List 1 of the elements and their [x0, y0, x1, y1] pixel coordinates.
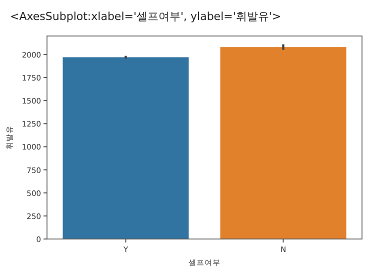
text: <AxesSubplot:xlabel='셀프여부', ylabel='휘발유'> — [10, 10, 282, 23]
